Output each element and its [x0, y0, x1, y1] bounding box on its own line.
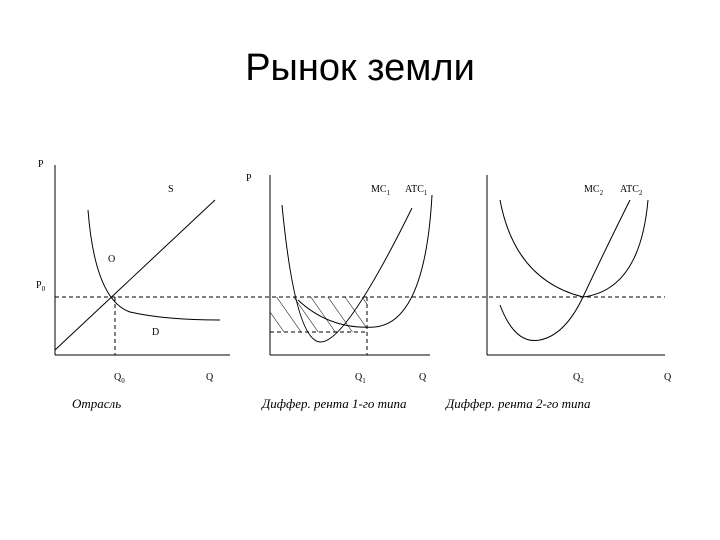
label-sub: 0: [42, 285, 46, 293]
caption: Диффер. рента 2-го типа: [444, 396, 591, 411]
label-main: ATC: [620, 184, 639, 195]
supply-curve: [54, 199, 216, 351]
x-label: Q: [206, 372, 214, 383]
label-main: P: [36, 280, 42, 291]
label-sub: 0: [121, 377, 125, 385]
mc-curve: [281, 204, 413, 343]
mc-label: MC1: [371, 184, 391, 197]
label-sub: 2: [600, 189, 604, 197]
title: Рынок земли: [245, 47, 475, 89]
label-main: Q: [114, 372, 122, 383]
y-label: P: [246, 173, 252, 184]
atc-label: ATC1: [405, 184, 428, 197]
atc-curve: [297, 194, 433, 328]
panel-rent-2: MC2 ATC2 Q2 Q Диффер. рента 2-го типа: [444, 175, 672, 411]
x-label: Q: [664, 372, 672, 383]
quantity-label: Q2: [573, 372, 584, 385]
y-label: P: [38, 159, 44, 170]
panel-industry: P S O P0 D Q0 Q Отрасль: [36, 159, 665, 411]
mc-curve: [499, 199, 631, 342]
label-sub: 2: [580, 377, 584, 385]
caption: Отрасль: [72, 396, 121, 411]
point-label: O: [108, 254, 115, 265]
label-main: ATC: [405, 184, 424, 195]
x-label: Q: [419, 372, 427, 383]
quantity-label: Q1: [355, 372, 366, 385]
panel-rent-1: P MC1 ATC1 Q1 Q Диффер. рента 1-го типа: [246, 173, 433, 411]
label-sub: 2: [639, 189, 643, 197]
atc-label: ATC2: [620, 184, 643, 197]
label-sub: 1: [362, 377, 366, 385]
label-main: Q: [355, 372, 363, 383]
mc-label: MC2: [584, 184, 604, 197]
label-sub: 1: [424, 189, 428, 197]
supply-label: S: [168, 184, 174, 195]
quantity-label: Q0: [114, 372, 125, 385]
label-main: MC: [584, 184, 600, 195]
label-sub: 1: [387, 189, 391, 197]
demand-label: D: [152, 327, 159, 338]
caption: Диффер. рента 1-го типа: [260, 396, 407, 411]
price-label: P0: [36, 280, 46, 293]
demand-curve: [87, 209, 221, 321]
label-main: MC: [371, 184, 387, 195]
label-main: Q: [573, 372, 581, 383]
